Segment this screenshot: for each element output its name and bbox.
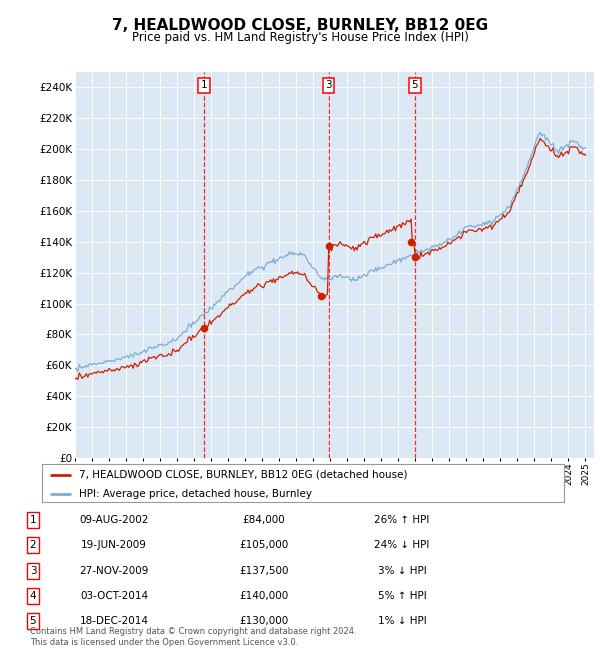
Text: £137,500: £137,500 [239,566,289,576]
Text: Contains HM Land Registry data © Crown copyright and database right 2024.
This d: Contains HM Land Registry data © Crown c… [30,627,356,647]
Text: 1% ↓ HPI: 1% ↓ HPI [377,616,427,627]
Text: 27-NOV-2009: 27-NOV-2009 [79,566,149,576]
Text: Price paid vs. HM Land Registry's House Price Index (HPI): Price paid vs. HM Land Registry's House … [131,31,469,44]
Text: 7, HEALDWOOD CLOSE, BURNLEY, BB12 0EG: 7, HEALDWOOD CLOSE, BURNLEY, BB12 0EG [112,18,488,33]
Text: 1: 1 [29,515,37,525]
Text: £140,000: £140,000 [239,591,289,601]
Text: 5: 5 [29,616,37,627]
Text: £130,000: £130,000 [239,616,289,627]
Text: 18-DEC-2014: 18-DEC-2014 [79,616,149,627]
Text: 2: 2 [29,540,37,551]
Text: 09-AUG-2002: 09-AUG-2002 [79,515,149,525]
Text: 26% ↑ HPI: 26% ↑ HPI [374,515,430,525]
Text: £84,000: £84,000 [242,515,286,525]
Text: 19-JUN-2009: 19-JUN-2009 [81,540,147,551]
Text: 5% ↑ HPI: 5% ↑ HPI [377,591,427,601]
Text: 5: 5 [412,81,418,90]
Text: 7, HEALDWOOD CLOSE, BURNLEY, BB12 0EG (detached house): 7, HEALDWOOD CLOSE, BURNLEY, BB12 0EG (d… [79,470,407,480]
Text: 4: 4 [29,591,37,601]
Text: HPI: Average price, detached house, Burnley: HPI: Average price, detached house, Burn… [79,489,311,499]
Text: £105,000: £105,000 [239,540,289,551]
Text: 24% ↓ HPI: 24% ↓ HPI [374,540,430,551]
Text: 3: 3 [29,566,37,576]
Text: 03-OCT-2014: 03-OCT-2014 [80,591,148,601]
Text: 3: 3 [325,81,332,90]
Text: 1: 1 [201,81,208,90]
Text: 3% ↓ HPI: 3% ↓ HPI [377,566,427,576]
